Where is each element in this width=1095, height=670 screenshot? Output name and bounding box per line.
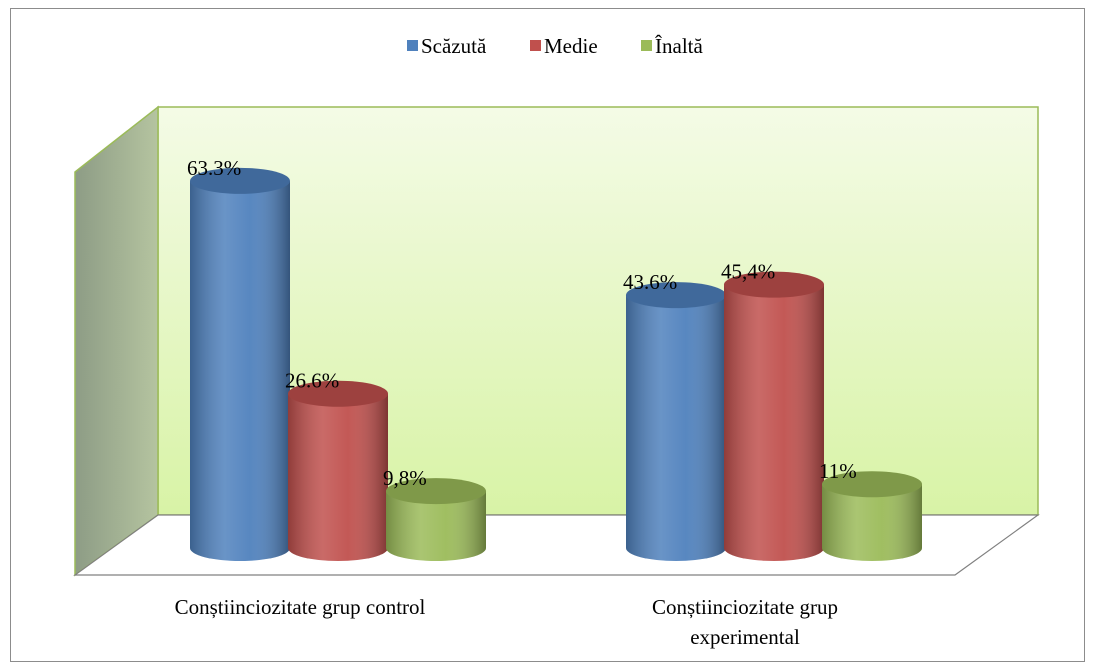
bar-top [724, 271, 824, 298]
value-label: 45,4% [721, 260, 775, 284]
value-label: 63.3% [187, 156, 241, 180]
bar-top-shade [724, 271, 824, 298]
value-label: 43.6% [623, 270, 677, 294]
bar-top [190, 167, 290, 194]
legend-swatch [641, 40, 652, 51]
legend-swatch [530, 40, 541, 51]
bar-shade [288, 393, 388, 561]
side-wall [74, 105, 159, 577]
value-label: 11% [819, 459, 857, 483]
legend-swatch [407, 40, 418, 51]
bar-top [288, 380, 388, 407]
bar-top-shade [626, 282, 726, 309]
value-label: 9,8% [383, 466, 427, 490]
legend-label: Scăzută [421, 34, 487, 58]
bar-top [822, 471, 922, 498]
bar-top-shade [190, 167, 290, 194]
bar-shade [626, 295, 726, 561]
bar-top-shade [822, 471, 922, 498]
legend-label: Medie [544, 34, 598, 58]
x-tick-label: Conștiinciozitate grup experimental [651, 595, 839, 649]
bar-shade [724, 284, 824, 561]
bar-shade [822, 484, 922, 561]
legend-label: Înaltă [655, 34, 703, 58]
bar-top [626, 282, 726, 309]
bar-top [386, 478, 486, 505]
bar-shade [190, 180, 290, 561]
value-label: 26.6% [285, 369, 339, 393]
bar-shade [386, 491, 486, 561]
bar-top-shade [386, 478, 486, 505]
x-tick-label: Conștiinciozitate grup control [174, 595, 426, 619]
bar-top-shade [288, 380, 388, 407]
